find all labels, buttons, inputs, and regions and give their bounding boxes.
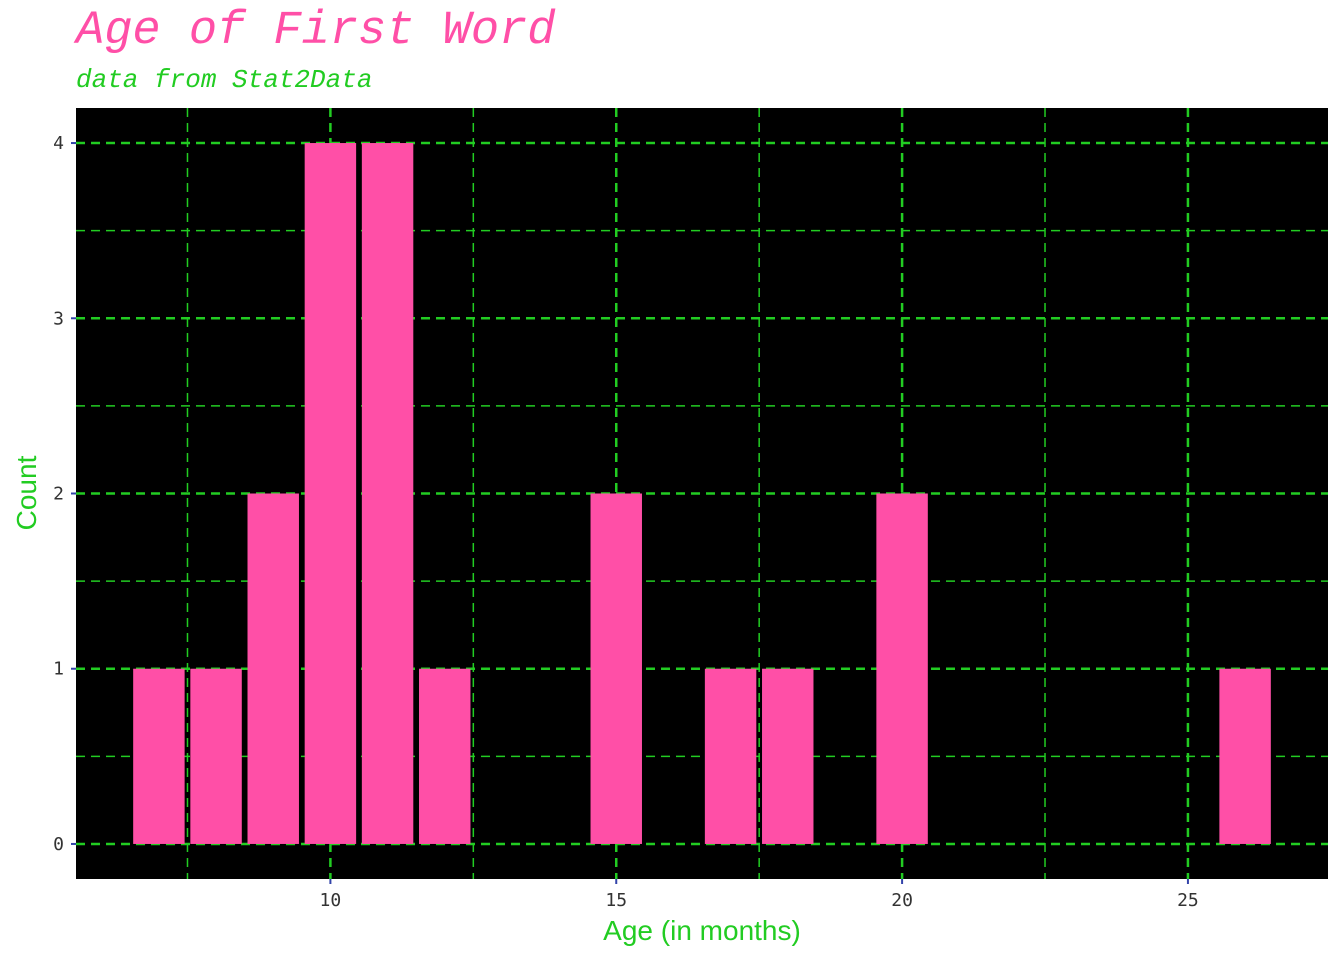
y-axis-title: Count [11, 455, 42, 530]
bar-age-20 [876, 493, 928, 844]
x-axis-title: Age (in months) [603, 915, 801, 946]
bar-age-15 [590, 493, 642, 844]
y-tick-label: 1 [53, 659, 64, 680]
chart-subtitle: data from Stat2Data [76, 65, 373, 95]
x-tick-label: 20 [891, 890, 913, 911]
bar-age-18 [762, 668, 814, 844]
bar-age-8 [190, 668, 242, 844]
bar-age-7 [133, 668, 185, 844]
x-tick-label: 15 [605, 890, 627, 911]
y-axis-ticks: 0 1 2 3 4 [53, 133, 76, 855]
bar-age-26 [1219, 668, 1271, 844]
minor-gridlines [76, 108, 1328, 879]
y-tick-label: 4 [53, 133, 64, 154]
bar-age-11 [361, 143, 414, 844]
bar-age-9 [247, 493, 299, 844]
y-tick-label: 3 [53, 308, 64, 329]
x-axis-ticks: 10 15 20 25 [320, 879, 1199, 911]
y-tick-label: 2 [53, 484, 64, 505]
bars [133, 143, 1271, 844]
bar-age-10 [304, 143, 357, 844]
bar-age-12 [419, 668, 471, 844]
x-tick-label: 25 [1177, 890, 1199, 911]
x-tick-label: 10 [320, 890, 342, 911]
chart-title: Age of First Word [76, 5, 556, 58]
bar-age-17 [704, 668, 757, 844]
y-tick-label: 0 [53, 834, 64, 855]
